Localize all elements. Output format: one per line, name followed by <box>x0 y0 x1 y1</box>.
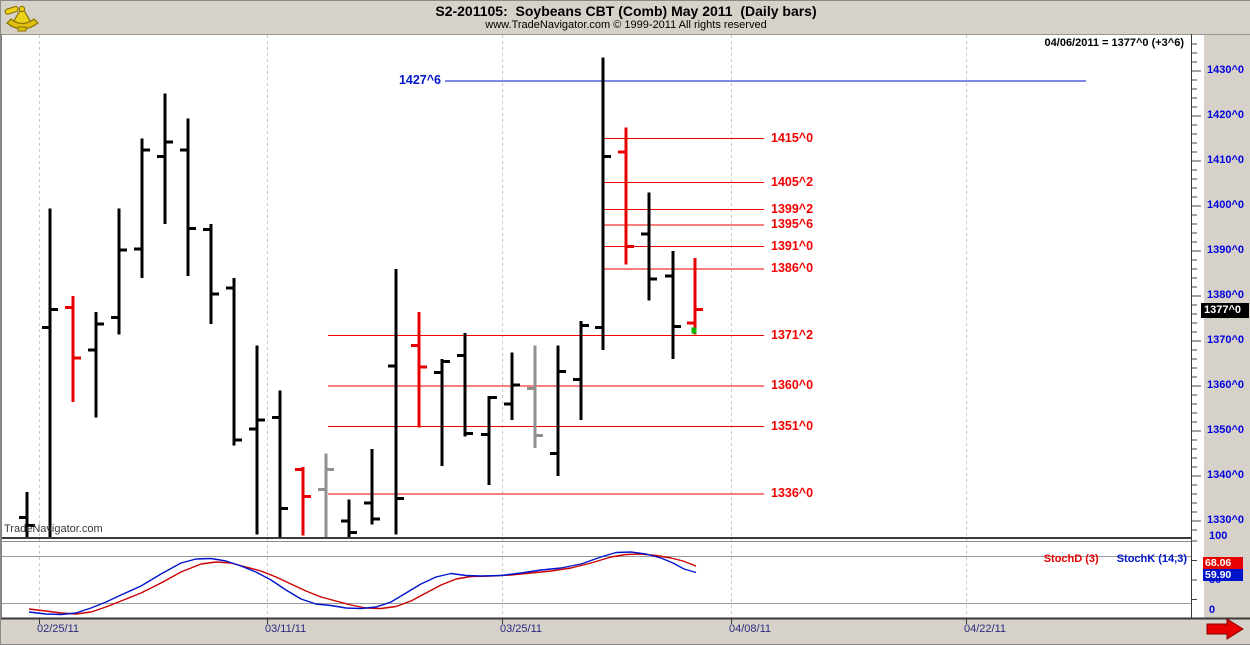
last-quote-readout: 04/06/2011 = 1377^0 (+3^6) <box>1044 37 1184 49</box>
stochk-value-badge: 59.90 <box>1203 569 1243 581</box>
chart-header: S2-201105: Soybeans CBT (Comb) May 2011 … <box>1 1 1250 34</box>
stochd-legend-label: StochD (3) <box>1043 553 1099 565</box>
stochd-value-badge: 68.06 <box>1203 557 1243 569</box>
watermark: TradeNavigator.com <box>4 523 103 535</box>
chart-title: S2-201105: Soybeans CBT (Comb) May 2011 … <box>435 3 817 19</box>
scroll-right-arrow-button[interactable] <box>1201 616 1250 643</box>
sextant-logo-icon <box>4 5 39 32</box>
stoch-legend: StochD (3) StochK (14,3) <box>1031 541 1187 577</box>
copyright-line: www.TradeNavigator.com © 1999-2011 All r… <box>485 19 767 31</box>
stochk-legend-label: StochK (14,3) <box>1116 553 1187 565</box>
last-price-badge: 1377^0 <box>1201 303 1249 318</box>
